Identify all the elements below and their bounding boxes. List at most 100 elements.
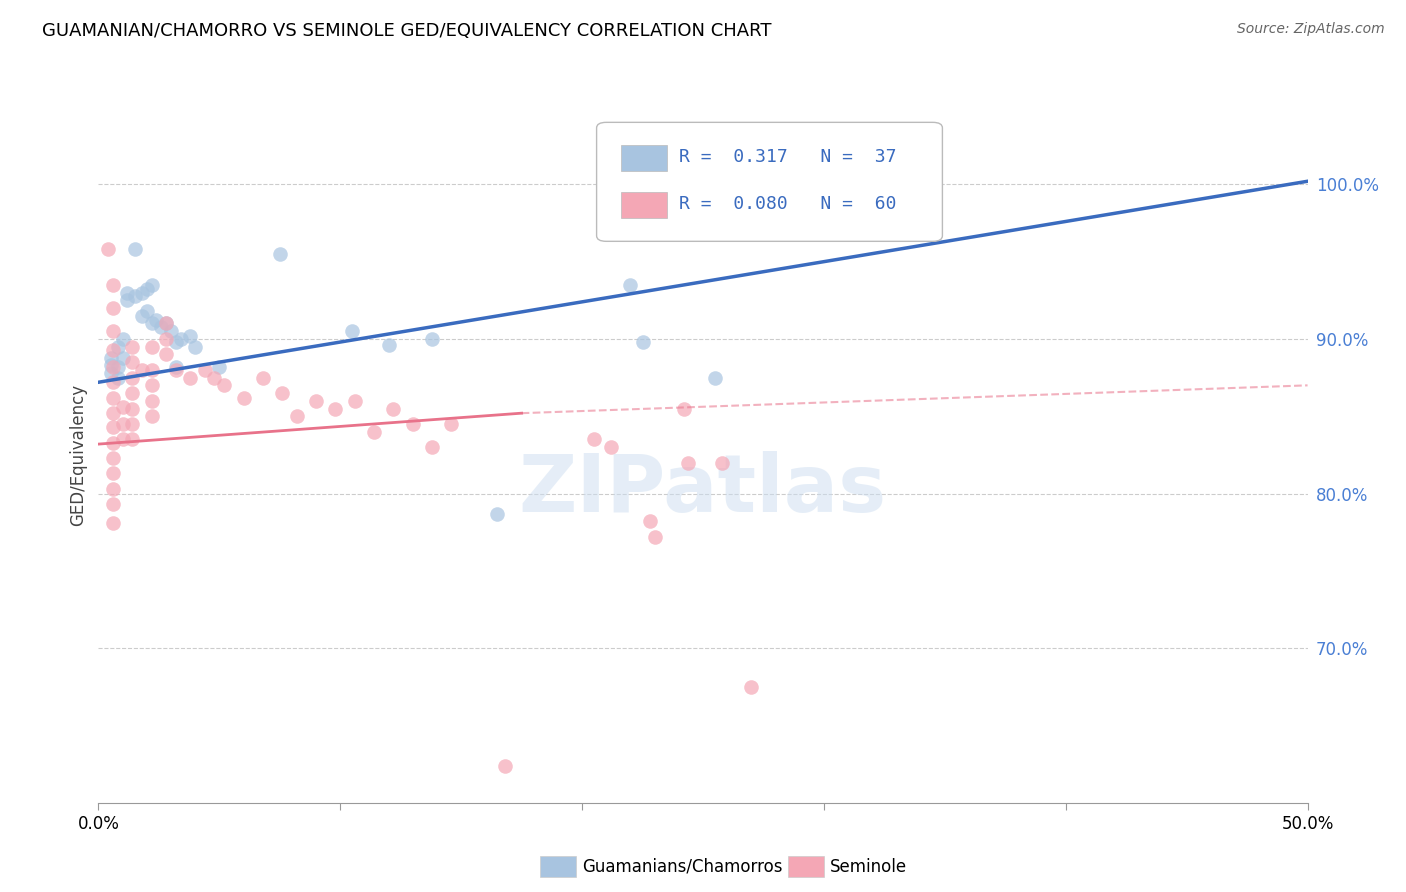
Point (486, 507, 509, 521)
Point (145, 313, 167, 327)
Point (121, 340, 143, 354)
Point (382, 401, 405, 416)
Point (155, 332, 177, 346)
Point (494, 758, 516, 772)
Point (121, 370, 143, 384)
Point (342, 324, 364, 338)
Point (121, 417, 143, 431)
Point (600, 440, 623, 454)
Point (169, 332, 191, 346)
Point (184, 340, 207, 354)
Point (271, 386, 294, 401)
Text: R =  0.317   N =  37: R = 0.317 N = 37 (679, 148, 896, 166)
Point (135, 304, 157, 318)
Point (121, 401, 143, 416)
Point (678, 456, 700, 470)
Point (583, 433, 606, 447)
Point (910, 184, 932, 198)
Point (101, 406, 124, 420)
Point (100, 366, 122, 380)
Text: Seminole: Seminole (830, 858, 907, 876)
Point (141, 409, 163, 424)
FancyBboxPatch shape (621, 192, 666, 219)
Point (155, 347, 177, 361)
Point (325, 401, 347, 416)
Point (740, 680, 762, 694)
Point (704, 370, 727, 384)
Point (101, 482, 124, 496)
Text: GUAMANIAN/CHAMORRO VS SEMINOLE GED/EQUIVALENCY CORRELATION CHART: GUAMANIAN/CHAMORRO VS SEMINOLE GED/EQUIV… (42, 22, 772, 40)
Y-axis label: GED/Equivalency: GED/Equivalency (69, 384, 87, 526)
FancyBboxPatch shape (621, 145, 666, 171)
Point (179, 370, 201, 384)
Point (194, 363, 217, 377)
Point (111, 400, 134, 414)
Point (363, 425, 385, 439)
Point (100, 351, 122, 365)
Point (131, 309, 153, 323)
Point (212, 378, 235, 392)
Text: ZIPatlas: ZIPatlas (519, 450, 887, 529)
Point (711, 456, 734, 470)
Point (101, 420, 124, 434)
Point (141, 340, 163, 354)
Point (111, 433, 134, 447)
Point (101, 467, 124, 481)
Point (420, 332, 443, 346)
Point (101, 277, 124, 292)
Point (165, 334, 187, 349)
Point (377, 338, 399, 352)
Point (141, 378, 163, 392)
Point (232, 391, 254, 405)
Text: Source: ZipAtlas.com: Source: ZipAtlas.com (1237, 22, 1385, 37)
Point (165, 359, 187, 374)
Point (121, 386, 143, 401)
FancyBboxPatch shape (787, 856, 824, 877)
Point (285, 409, 308, 424)
FancyBboxPatch shape (540, 856, 576, 877)
Point (117, 285, 139, 300)
Point (101, 359, 124, 374)
Point (97, 242, 120, 256)
Point (619, 277, 641, 292)
Point (440, 417, 463, 431)
Point (121, 355, 143, 369)
Point (101, 391, 124, 405)
Point (111, 332, 134, 346)
Point (631, 334, 654, 349)
Point (160, 324, 183, 338)
Point (141, 277, 163, 292)
Point (117, 293, 139, 308)
Point (141, 363, 163, 377)
Point (269, 247, 291, 261)
Point (165, 363, 187, 377)
Point (204, 370, 226, 384)
Point (135, 283, 157, 297)
Text: R =  0.080   N =  60: R = 0.080 N = 60 (679, 195, 896, 213)
Point (305, 393, 328, 408)
Point (101, 497, 124, 511)
Point (638, 515, 661, 529)
Point (672, 401, 695, 416)
Point (131, 363, 153, 377)
Point (111, 417, 134, 431)
Point (644, 530, 666, 544)
FancyBboxPatch shape (596, 122, 942, 242)
Point (107, 340, 129, 354)
Point (402, 417, 425, 431)
Point (179, 329, 201, 343)
Point (107, 359, 129, 374)
Point (124, 288, 146, 302)
Point (107, 370, 129, 384)
Point (208, 359, 231, 374)
Point (155, 317, 177, 331)
Point (131, 285, 153, 300)
Point (141, 393, 163, 408)
Point (101, 435, 124, 450)
Point (101, 450, 124, 465)
Point (252, 370, 274, 384)
Point (111, 351, 134, 365)
Point (150, 319, 173, 334)
Point (420, 440, 443, 454)
Point (141, 317, 163, 331)
